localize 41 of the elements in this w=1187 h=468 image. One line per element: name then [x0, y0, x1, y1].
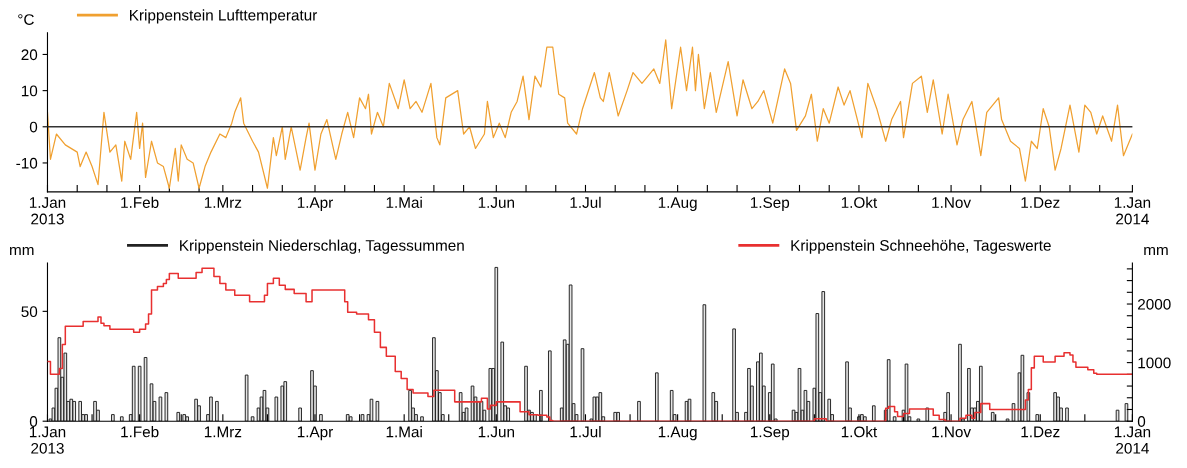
x-tick-label: 1.Mai — [386, 196, 422, 208]
y2-tick-label: 0 — [1137, 416, 1146, 427]
x-tick-label: 1.Jun — [478, 426, 515, 438]
y-tick-label: 20 — [21, 49, 38, 61]
x-tick-label: 1.Jul — [570, 426, 601, 438]
y2-axis-title: mm — [1144, 246, 1168, 256]
x-tick-label: 1.Mrz — [204, 197, 242, 208]
x-tick-label: 1.Dez — [1021, 426, 1060, 438]
x-tick-label: 1.Sep — [750, 426, 790, 441]
x-tick-label: 1.Jun — [478, 197, 515, 208]
y2-tick-label: 1000 — [1138, 357, 1171, 369]
x-tick-label: 1.Aug — [658, 197, 697, 211]
legend-label: Krippenstein Lufttemperatur — [130, 9, 318, 24]
x-tick-label: 1.Jul — [570, 196, 601, 208]
x-tick-label: 1.Jan 2014 — [1114, 197, 1151, 225]
x-tick-label: 1.Nov — [932, 197, 971, 208]
y-tick-label: 10 — [21, 85, 38, 97]
y-tick-label: -10 — [16, 157, 38, 169]
y-tick-label: 0 — [29, 121, 38, 133]
y2-tick-label: 2000 — [1138, 298, 1171, 310]
x-tick-label: 1.Nov — [932, 426, 971, 438]
legend-label: Krippenstein Niederschlag, Tagessummen — [180, 239, 464, 254]
x-tick-label: 1.Aug — [658, 426, 697, 441]
y-axis-title: °C — [18, 14, 34, 25]
x-tick-label: 1.Okt — [841, 196, 878, 208]
y-tick-label: 50 — [21, 306, 38, 318]
x-tick-label: 1.Apr — [297, 426, 333, 441]
y-tick-label: 0 — [29, 416, 38, 427]
x-tick-label: 1.Jan 2013 — [29, 197, 66, 225]
x-tick-label: 1.Feb — [121, 196, 159, 208]
x-tick-label: 1.Jan 2013 — [29, 426, 66, 454]
x-tick-label: 1.Okt — [841, 426, 878, 438]
x-tick-label: 1.Dez — [1021, 197, 1060, 208]
x-tick-label: 1.Mai — [386, 426, 422, 438]
x-tick-label: 1.Mrz — [204, 426, 242, 438]
x-tick-label: 1.Jan 2014 — [1114, 426, 1151, 454]
x-tick-label: 1.Sep — [750, 197, 790, 211]
x-tick-label: 1.Apr — [297, 197, 333, 211]
x-tick-label: 1.Feb — [121, 426, 159, 438]
y-axis-title: mm — [10, 246, 34, 256]
legend-label: Krippenstein Schneehöhe, Tageswerte — [791, 239, 1051, 254]
